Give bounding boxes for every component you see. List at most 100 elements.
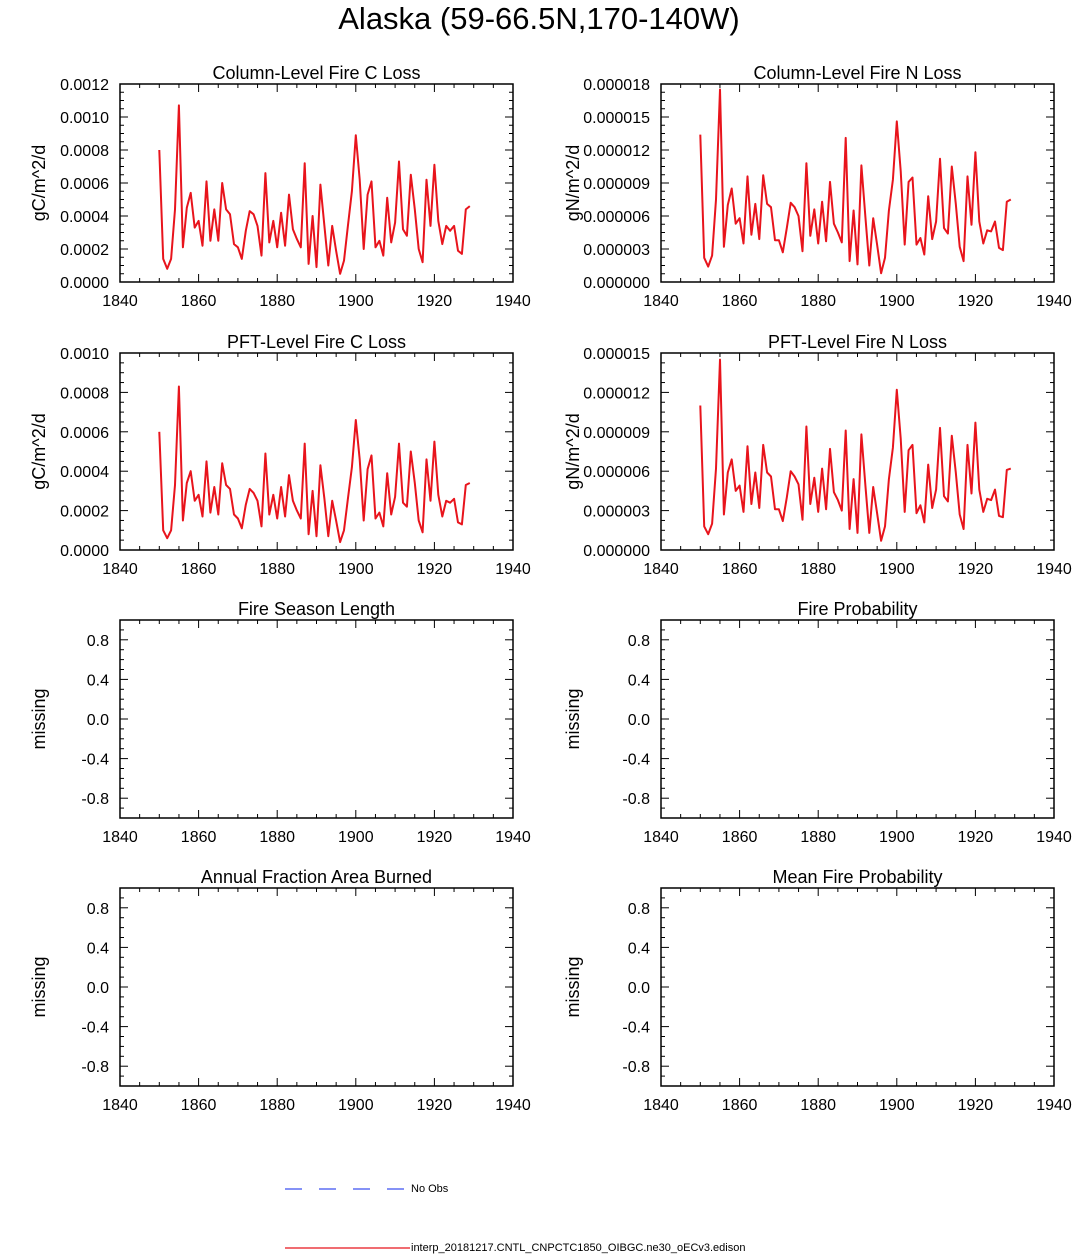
y-tick-label: 0.8 — [87, 901, 109, 918]
panel-mean-fire-probability: Mean Fire Probability missing 1840 1860 1880… — [563, 867, 1072, 1114]
no-obs-legend-label: No Obs — [411, 1183, 449, 1195]
panel-title: Fire Probability — [797, 599, 917, 619]
y-tick-label: -0.4 — [81, 1020, 109, 1037]
figure-title: Alaska (59-66.5N,170-140W) — [338, 1, 740, 36]
data-series-line — [158, 104, 471, 275]
y-tick-label: 0.000012 — [583, 143, 650, 160]
x-tick-label: 1840 — [102, 293, 138, 310]
data-series-line — [699, 88, 1012, 275]
y-tick-label: 0.0010 — [60, 346, 109, 363]
data-series-line — [158, 385, 471, 544]
y-tick-label: 0.000015 — [583, 110, 650, 127]
x-tick-label: 1900 — [879, 1097, 915, 1114]
y-tick-label: 0.0002 — [60, 504, 109, 521]
panel-fire-season-length: Fire Season Length missing 1840 1860 1880 190… — [29, 599, 531, 846]
y-tick-label: 0.000015 — [583, 346, 650, 363]
y-tick-label: -0.4 — [622, 752, 650, 769]
panel-title: Column-Level Fire N Loss — [753, 63, 961, 83]
x-tick-label: 1860 — [722, 1097, 758, 1114]
y-tick-label: 0.0 — [87, 980, 109, 997]
x-tick-label: 1940 — [1036, 829, 1072, 846]
y-tick-label: 0.0000 — [60, 543, 109, 560]
plot-frame — [119, 887, 514, 1087]
panel-fire-probability: Fire Probability missing 1840 1860 1880 1900 1… — [563, 599, 1072, 846]
y-axis-label: gC/m^2/d — [29, 413, 49, 489]
y-axis-label: missing — [563, 688, 583, 749]
x-tick-label: 1920 — [417, 1097, 453, 1114]
plot-frame — [660, 887, 1055, 1087]
x-tick-label: 1880 — [259, 561, 295, 578]
y-tick-label: -0.8 — [622, 1059, 650, 1076]
panel-title: Fire Season Length — [238, 599, 395, 619]
y-tick-label: -0.8 — [81, 791, 109, 808]
y-tick-label: 0.000006 — [583, 464, 650, 481]
y-tick-label: -0.8 — [622, 791, 650, 808]
y-tick-label: 0.000000 — [583, 543, 650, 560]
x-tick-label: 1840 — [643, 829, 679, 846]
y-tick-label: 0.0012 — [60, 77, 109, 94]
x-tick-label: 1880 — [800, 561, 836, 578]
x-tick-label: 1900 — [338, 293, 374, 310]
y-axis-label: missing — [29, 956, 49, 1017]
y-tick-label: 0.4 — [628, 940, 650, 957]
panel-pft-level-fire-c-loss: PFT-Level Fire C Loss gC/m^2/d 1840 1860 188… — [29, 332, 531, 578]
y-axis-label: missing — [563, 956, 583, 1017]
y-tick-label: 0.0 — [87, 712, 109, 729]
x-tick-label: 1840 — [643, 1097, 679, 1114]
y-tick-label: 0.8 — [87, 633, 109, 650]
panel-pft-level-fire-n-loss: PFT-Level Fire N Loss gN/m^2/d 1840 1860 188… — [563, 332, 1072, 578]
x-tick-label: 1900 — [338, 829, 374, 846]
y-tick-label: 0.0008 — [60, 385, 109, 402]
x-tick-label: 1920 — [417, 561, 453, 578]
y-axis-label: gC/m^2/d — [29, 145, 49, 221]
y-axis-label: gN/m^2/d — [563, 413, 583, 489]
y-tick-label: 0.0004 — [60, 464, 109, 481]
panels-group: Column-Level Fire C Loss gC/m^2/d 1840 1860… — [29, 63, 1072, 1114]
y-axis-label: missing — [29, 688, 49, 749]
y-tick-label: 0.000006 — [583, 209, 650, 226]
x-tick-label: 1900 — [879, 293, 915, 310]
legend-graphics — [285, 1188, 410, 1249]
panel-annual-fraction-area-burned: Annual Fraction Area Burned missing 1840 18… — [29, 867, 531, 1114]
y-tick-label: 0.0006 — [60, 176, 109, 193]
y-tick-label: 0.000000 — [583, 275, 650, 292]
y-tick-label: 0.0004 — [60, 209, 109, 226]
y-tick-label: -0.4 — [622, 1020, 650, 1037]
y-tick-label: 0.0010 — [60, 110, 109, 127]
y-tick-label: 0.8 — [628, 901, 650, 918]
x-tick-label: 1940 — [1036, 561, 1072, 578]
x-tick-label: 1860 — [181, 829, 217, 846]
x-tick-label: 1860 — [722, 293, 758, 310]
x-tick-label: 1840 — [102, 829, 138, 846]
x-tick-label: 1940 — [495, 1097, 531, 1114]
data-series-line — [699, 358, 1012, 542]
panel-title: PFT-Level Fire C Loss — [227, 332, 406, 352]
y-tick-label: 0.000012 — [583, 385, 650, 402]
x-tick-label: 1940 — [495, 293, 531, 310]
x-tick-label: 1880 — [800, 829, 836, 846]
panel-column-level-fire-n-loss: Column-Level Fire N Loss gN/m^2/d 1840 1860… — [563, 63, 1072, 310]
x-tick-label: 1940 — [1036, 1097, 1072, 1114]
panel-title: PFT-Level Fire N Loss — [768, 332, 947, 352]
y-tick-label: 0.000003 — [583, 242, 650, 259]
x-tick-label: 1880 — [259, 293, 295, 310]
x-tick-label: 1840 — [102, 1097, 138, 1114]
y-tick-label: 0.0 — [628, 712, 650, 729]
x-tick-label: 1840 — [643, 293, 679, 310]
x-tick-label: 1880 — [259, 1097, 295, 1114]
y-tick-label: -0.8 — [81, 1059, 109, 1076]
y-tick-label: 0.0008 — [60, 143, 109, 160]
y-tick-label: 0.4 — [628, 672, 650, 689]
x-tick-label: 1940 — [495, 829, 531, 846]
plot-frame — [119, 619, 514, 819]
x-tick-label: 1900 — [338, 1097, 374, 1114]
x-tick-label: 1940 — [495, 561, 531, 578]
y-tick-label: 0.0002 — [60, 242, 109, 259]
x-tick-label: 1860 — [722, 829, 758, 846]
x-tick-label: 1920 — [417, 293, 453, 310]
y-axis-label: gN/m^2/d — [563, 145, 583, 221]
plot-frame — [660, 619, 1055, 819]
x-tick-label: 1840 — [643, 561, 679, 578]
panel-title: Column-Level Fire C Loss — [212, 63, 420, 83]
